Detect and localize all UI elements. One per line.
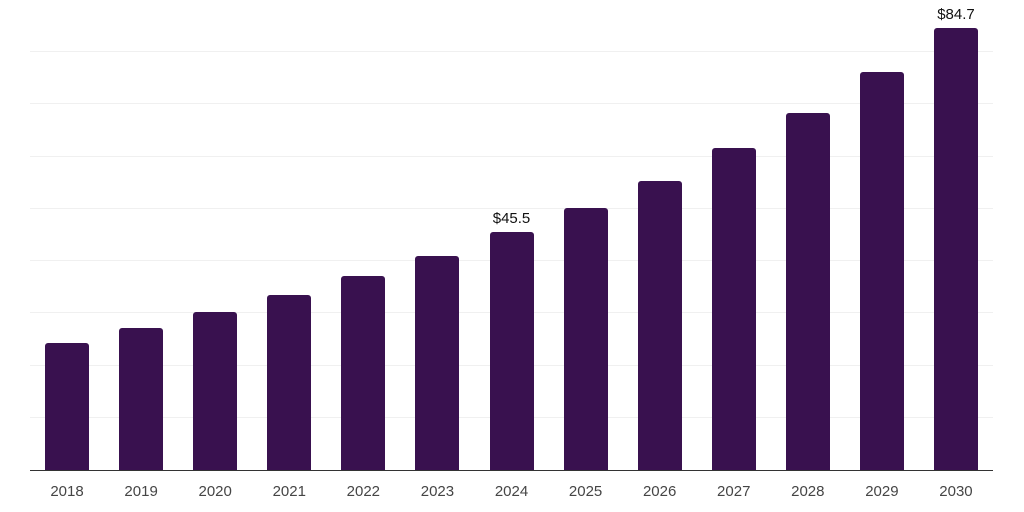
x-tick-label-2020: 2020 (198, 483, 232, 500)
bar-columns: $45.5 $84.7 (30, 0, 993, 470)
x-tick-label-2030: 2030 (939, 483, 973, 500)
bar-column-2027 (697, 0, 771, 470)
bar-2025 (563, 208, 608, 470)
x-tick-label-2023: 2023 (420, 483, 455, 500)
bar-column-2021 (252, 0, 326, 470)
bar-column-2029 (845, 0, 919, 470)
bar-2030 (933, 27, 978, 470)
gridline (30, 103, 993, 105)
bar-column-2028 (771, 0, 845, 470)
bar-column-2020 (178, 0, 252, 470)
gridline (30, 51, 993, 53)
x-tick-label-2024: 2024 (494, 483, 529, 500)
x-tick-label-2029: 2029 (865, 483, 899, 500)
x-tick-label-2027: 2027 (717, 483, 751, 500)
bar-2029 (859, 72, 904, 470)
bar-column-2025 (549, 0, 623, 470)
bar-2026 (637, 180, 682, 470)
bar-value-label-2024: $45.5 (492, 210, 531, 228)
x-axis-tick-labels: 2018 2019 2020 2021 2022 2023 2024 2025 2026 2027… (30, 470, 993, 500)
bar-2027 (711, 147, 756, 470)
bar-2018 (45, 342, 90, 470)
bar-column-2018 (30, 0, 104, 470)
x-axis-line (30, 469, 993, 471)
bar-2020 (193, 311, 238, 470)
x-tick-label-2019: 2019 (124, 483, 158, 500)
bar-2023 (415, 255, 460, 470)
bar-column-2022 (326, 0, 400, 470)
x-tick-label-2022: 2022 (346, 483, 381, 500)
gridline (30, 155, 993, 157)
bar-2022 (341, 275, 386, 470)
bar-2028 (785, 112, 830, 470)
x-tick-label-2028: 2028 (791, 483, 825, 500)
bar-value-label-2030: $84.7 (937, 5, 975, 23)
bar-2019 (119, 327, 164, 470)
bar-2024 (489, 232, 534, 470)
bar-column-2023 (400, 0, 474, 470)
bar-column-2026 (623, 0, 697, 470)
gridline (30, 207, 993, 209)
x-tick-label-2021: 2021 (272, 483, 306, 500)
x-tick-label-2025: 2025 (568, 483, 603, 500)
x-tick-label-2018: 2018 (50, 483, 84, 500)
bar-2021 (267, 294, 312, 470)
bar-column-2019 (104, 0, 178, 470)
x-tick-label-2026: 2026 (642, 483, 677, 500)
plot-area: $45.5 $84.7 (30, 0, 993, 471)
bar-column-2030: $84.7 (919, 0, 993, 470)
bar-column-2024: $45.5 (474, 0, 548, 470)
